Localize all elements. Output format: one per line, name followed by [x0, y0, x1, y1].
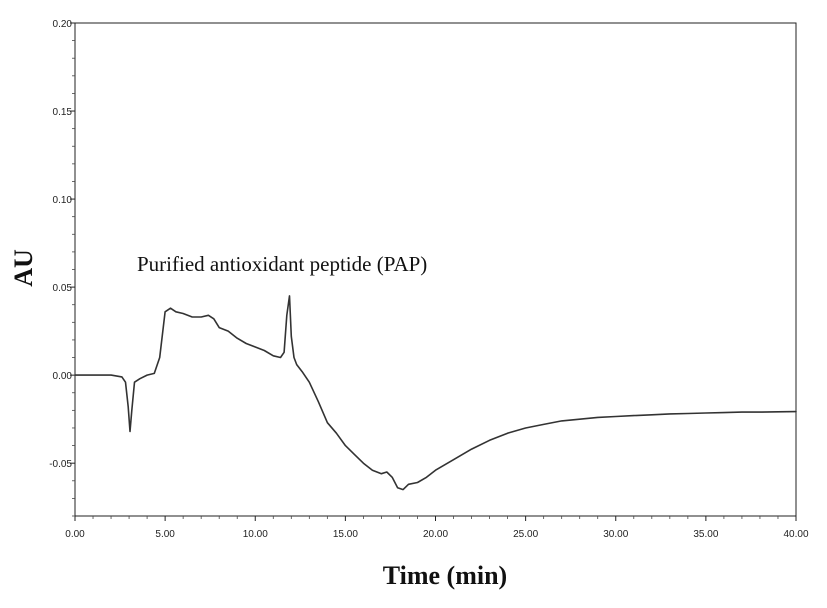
y-tick-label: 0.20 [53, 19, 73, 30]
y-tick-label: 0.10 [53, 195, 73, 206]
y-tick-label: 0.05 [53, 283, 73, 294]
ticks-layer: 0.00 5.00 10.00 15.00 20.00 25.00 30.00 35.00 40… [49, 19, 809, 540]
x-tick-label: 40.00 [783, 529, 808, 540]
series-layer [74, 295, 797, 491]
y-tick-label: 0.15 [53, 107, 73, 118]
x-tick-label: 30.00 [603, 529, 628, 540]
x-tick-label: 10.00 [243, 529, 268, 540]
y-axis-title: AU [9, 249, 38, 287]
peak-annotation: Purified antioxidant peptide (PAP) [137, 252, 427, 276]
y-tick-label: 0.00 [53, 371, 73, 382]
x-axis-title: Time (min) [383, 561, 507, 590]
y-tick-label: -0.05 [49, 459, 72, 470]
x-tick-label: 0.00 [65, 529, 85, 540]
x-tick-label: 5.00 [155, 529, 175, 540]
x-tick-label: 20.00 [423, 529, 448, 540]
x-tick-label: 25.00 [513, 529, 538, 540]
chromatogram-trace-0 [74, 295, 797, 491]
x-tick-label: 15.00 [333, 529, 358, 540]
x-tick-label: 35.00 [693, 529, 718, 540]
